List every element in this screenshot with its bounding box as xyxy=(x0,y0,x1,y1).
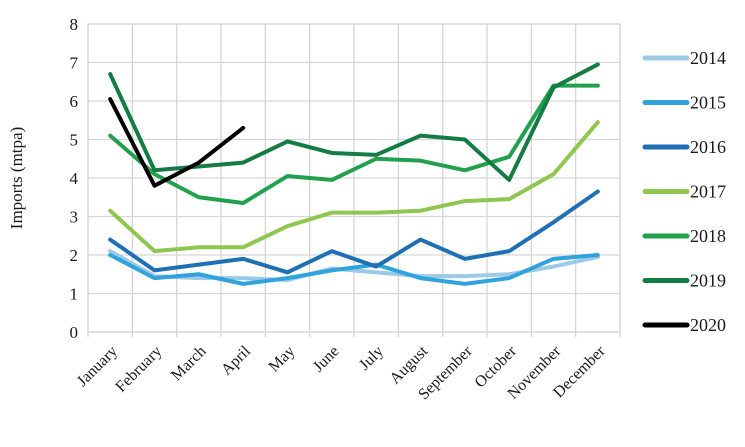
y-tick-label: 2 xyxy=(70,246,79,265)
legend-label-2016: 2016 xyxy=(690,137,726,157)
x-tick-label: February xyxy=(112,343,165,396)
y-tick-label: 0 xyxy=(70,323,79,342)
legend-item-2020: 2020 xyxy=(642,315,726,335)
series-line-2017 xyxy=(108,120,600,254)
y-tick-label: 8 xyxy=(70,15,79,34)
y-tick-label: 5 xyxy=(70,131,79,150)
y-axis-tick-labels: 0 1 2 3 4 5 6 7 8 xyxy=(70,15,79,342)
legend-label-2017: 2017 xyxy=(690,182,726,202)
legend-label-2020: 2020 xyxy=(690,315,726,335)
series-line-2018 xyxy=(108,83,600,206)
y-axis-title: Imports (mtpa) xyxy=(7,127,26,229)
legend-label-2014: 2014 xyxy=(690,48,726,68)
legend-item-2014: 2014 xyxy=(642,48,726,68)
series-line-2015 xyxy=(108,253,600,286)
legend-item-2019: 2019 xyxy=(642,271,726,291)
legend-item-2016: 2016 xyxy=(642,137,726,157)
series-lines xyxy=(108,62,600,286)
plot-border xyxy=(87,23,621,333)
y-axis-title-text: Imports (mtpa) xyxy=(7,127,26,229)
x-tick-label: May xyxy=(266,343,299,376)
legend-label-2018: 2018 xyxy=(690,226,726,246)
gridlines xyxy=(87,23,621,337)
y-tick-label: 1 xyxy=(70,285,79,304)
y-tick-label: 7 xyxy=(70,54,79,73)
y-tick-label: 3 xyxy=(70,208,79,227)
legend: 2014 2015 2016 2017 2018 2019 2020 xyxy=(642,48,726,335)
legend-label-2019: 2019 xyxy=(690,271,726,291)
legend-item-2015: 2015 xyxy=(642,93,726,113)
x-tick-label: June xyxy=(310,343,343,376)
y-tick-label: 6 xyxy=(70,92,79,111)
y-tick-label: 4 xyxy=(70,169,79,188)
series-line-2016 xyxy=(108,189,600,275)
x-tick-label: July xyxy=(356,343,387,374)
legend-label-2015: 2015 xyxy=(690,93,726,113)
legend-item-2018: 2018 xyxy=(642,226,726,246)
x-tick-label: April xyxy=(218,342,254,378)
series-line-2020 xyxy=(108,97,246,188)
x-tick-label: March xyxy=(168,343,210,385)
legend-item-2017: 2017 xyxy=(642,182,726,202)
